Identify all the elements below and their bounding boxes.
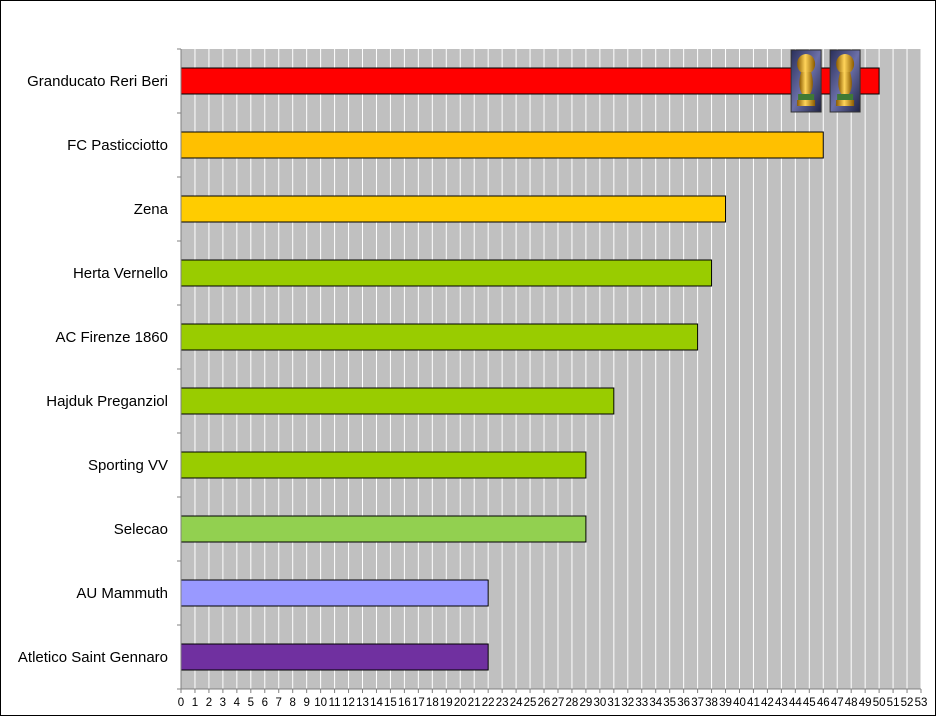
x-tick-label: 15 — [384, 697, 397, 709]
x-tick-label: 24 — [510, 697, 523, 709]
category-label: AU Mammuth — [76, 585, 168, 602]
bar — [180, 323, 699, 351]
x-tick-label: 43 — [775, 697, 788, 709]
x-tick-label: 20 — [454, 697, 467, 709]
x-tick-label: 18 — [426, 697, 439, 709]
x-tick-label: 7 — [276, 697, 282, 709]
x-tick-label: 53 — [915, 697, 928, 709]
x-tick-labels: 0 1 2 3 4 5 6 7 8 9 10 11 12 13 14 15 16 17 18 19 20 21 22 23 24… — [178, 697, 928, 709]
x-tick-label: 19 — [440, 697, 453, 709]
bar — [180, 131, 824, 159]
bar — [180, 515, 587, 543]
category-label: Herta Vernello — [73, 265, 168, 282]
x-tick-label: 44 — [789, 697, 802, 709]
x-tick-label: 0 — [178, 697, 184, 709]
bar — [180, 387, 615, 415]
x-tick-label: 9 — [303, 697, 309, 709]
category-labels: Granducato Reri Beri FC Pasticciotto Zena H… — [18, 73, 169, 666]
x-tick-label: 33 — [635, 697, 648, 709]
x-tick-label: 8 — [289, 697, 295, 709]
x-tick-label: 50 — [873, 697, 886, 709]
x-tick-label: 31 — [607, 697, 620, 709]
x-tick-label: 47 — [831, 697, 844, 709]
x-tick-label: 32 — [621, 697, 634, 709]
axes — [177, 48, 922, 693]
x-tick-label: 13 — [356, 697, 369, 709]
category-label: Selecao — [114, 521, 168, 538]
x-tick-label: 40 — [733, 697, 746, 709]
x-tick-label: 45 — [803, 697, 816, 709]
x-tick-label: 46 — [817, 697, 830, 709]
x-tick-label: 34 — [649, 697, 662, 709]
x-tick-label: 37 — [691, 697, 704, 709]
category-label: AC Firenze 1860 — [55, 329, 168, 346]
category-label: Atletico Saint Gennaro — [18, 649, 168, 666]
bar — [180, 643, 489, 671]
world-cup-trophy-icon — [829, 49, 861, 113]
x-tick-label: 28 — [566, 697, 579, 709]
x-tick-label: 1 — [192, 697, 198, 709]
bar — [180, 451, 587, 479]
world-cup-trophy-icon — [790, 49, 822, 113]
x-tick-label: 14 — [370, 697, 383, 709]
x-tick-label: 30 — [593, 697, 606, 709]
x-tick-label: 5 — [248, 697, 254, 709]
x-tick-label: 10 — [314, 697, 327, 709]
x-tick-label: 26 — [538, 697, 551, 709]
x-tick-label: 39 — [719, 697, 732, 709]
x-tick-label: 3 — [220, 697, 226, 709]
bar — [180, 195, 727, 223]
bar — [180, 67, 880, 95]
bars — [180, 67, 880, 671]
x-tick-label: 11 — [329, 697, 341, 709]
x-tick-label: 2 — [206, 697, 212, 709]
x-tick-label: 23 — [496, 697, 509, 709]
x-tick-label: 25 — [524, 697, 537, 709]
category-label: Hajduk Preganziol — [46, 393, 168, 410]
x-tick-label: 49 — [859, 697, 872, 709]
x-tick-label: 48 — [845, 697, 858, 709]
x-tick-label: 22 — [482, 697, 495, 709]
x-tick-label: 12 — [342, 697, 355, 709]
bar — [180, 259, 713, 287]
x-tick-label: 38 — [705, 697, 718, 709]
x-tick-label: 16 — [398, 697, 411, 709]
x-tick-label: 27 — [552, 697, 565, 709]
x-tick-label: 36 — [677, 697, 690, 709]
x-tick-label: 42 — [761, 697, 774, 709]
category-label: FC Pasticciotto — [67, 137, 168, 154]
x-tick-label: 29 — [580, 697, 593, 709]
x-tick-label: 6 — [262, 697, 268, 709]
category-label: Zena — [134, 201, 169, 218]
x-tick-label: 41 — [747, 697, 760, 709]
category-label: Granducato Reri Beri — [27, 73, 168, 90]
bar — [180, 579, 489, 607]
x-tick-label: 35 — [663, 697, 676, 709]
x-tick-label: 4 — [234, 697, 241, 709]
x-tick-label: 51 — [887, 697, 900, 709]
x-tick-label: 21 — [468, 697, 481, 709]
category-label: Sporting VV — [88, 457, 168, 474]
trophies — [790, 49, 861, 113]
x-tick-label: 52 — [901, 697, 914, 709]
x-tick-label: 17 — [412, 697, 425, 709]
